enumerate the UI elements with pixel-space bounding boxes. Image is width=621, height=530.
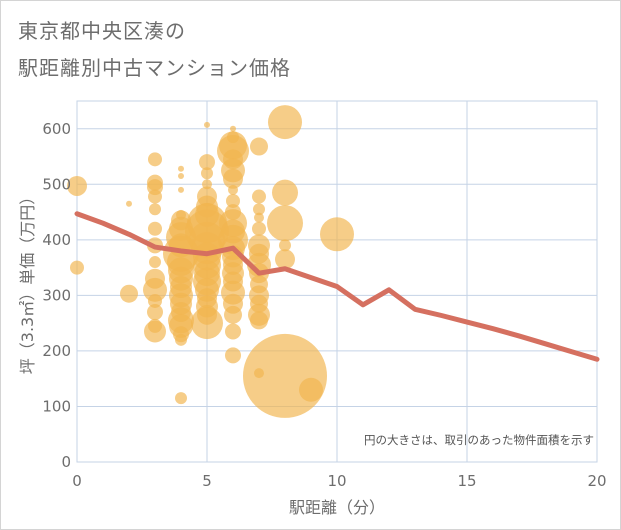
chart-title-line-1: 東京都中央区湊の [18,19,186,43]
bubble-point [250,311,268,330]
bubble-point [120,284,138,303]
bubble-point [67,175,87,196]
bubble-point [254,212,264,223]
bubble-point [223,168,243,189]
bubble-point [70,260,84,275]
bubble-point [147,304,163,321]
bubble-point [126,200,132,207]
bubble-point [175,333,187,346]
x-tick-label: 5 [202,472,212,490]
bubble-point [148,152,162,167]
y-tick-label: 400 [42,231,71,249]
bubble-point [226,193,240,208]
bubble-point [148,221,162,236]
bubble-point [243,333,327,418]
average-price-line [74,211,600,362]
y-tick-label: 500 [42,175,71,193]
x-tick-label: 0 [72,472,82,490]
bubble-point [148,293,162,308]
bubble-point [149,203,161,216]
y-tick-label: 600 [42,120,71,138]
bubble-point [253,203,265,216]
bubble-point [143,277,167,302]
bubble-point [191,307,223,340]
x-tick-label: 10 [327,472,346,490]
bubble-point [178,165,184,172]
bubble-point [279,239,291,252]
bubble-point [268,105,302,140]
bubble-point [202,179,212,190]
bubble-point [201,167,213,180]
y-tick-label: 300 [42,286,71,304]
bubble-point [275,249,295,270]
bubble-point [224,305,242,324]
bubble-point [272,179,298,206]
bubble-point [225,323,241,340]
bubble-point [225,347,241,364]
bubble-point [299,377,323,402]
bubble-point [199,154,215,171]
bubble-point [320,217,354,252]
bubble-size-note: 円の大きさは、取引のあった物件面積を示す [364,433,594,447]
bubble-point [250,137,268,156]
bubble-point [175,392,187,405]
y-tick-label: 100 [42,397,71,415]
bubble-point [204,121,210,128]
bubble-point [267,205,303,242]
y-tick-label: 200 [42,342,71,360]
bubble-series [67,105,354,418]
bubble-point [252,189,266,204]
bubble-point [178,172,184,179]
y-tick-label: 0 [61,453,71,471]
bubble-point [148,189,162,204]
bubble-point [149,256,161,269]
bubble-point [144,320,166,343]
bubble-point [178,186,184,193]
y-axis-label: 坪（3.3㎡）単価（万円） [18,189,37,374]
x-axis-label: 駅距離（分） [289,498,385,517]
x-tick-label: 20 [587,472,606,490]
average-price-polyline [74,211,600,362]
bubble-point [228,184,238,195]
x-tick-label: 15 [457,472,476,490]
bubble-point [230,125,236,132]
chart-title-line-2: 駅距離別中古マンション価格 [18,56,291,80]
bubble-point [252,221,266,236]
